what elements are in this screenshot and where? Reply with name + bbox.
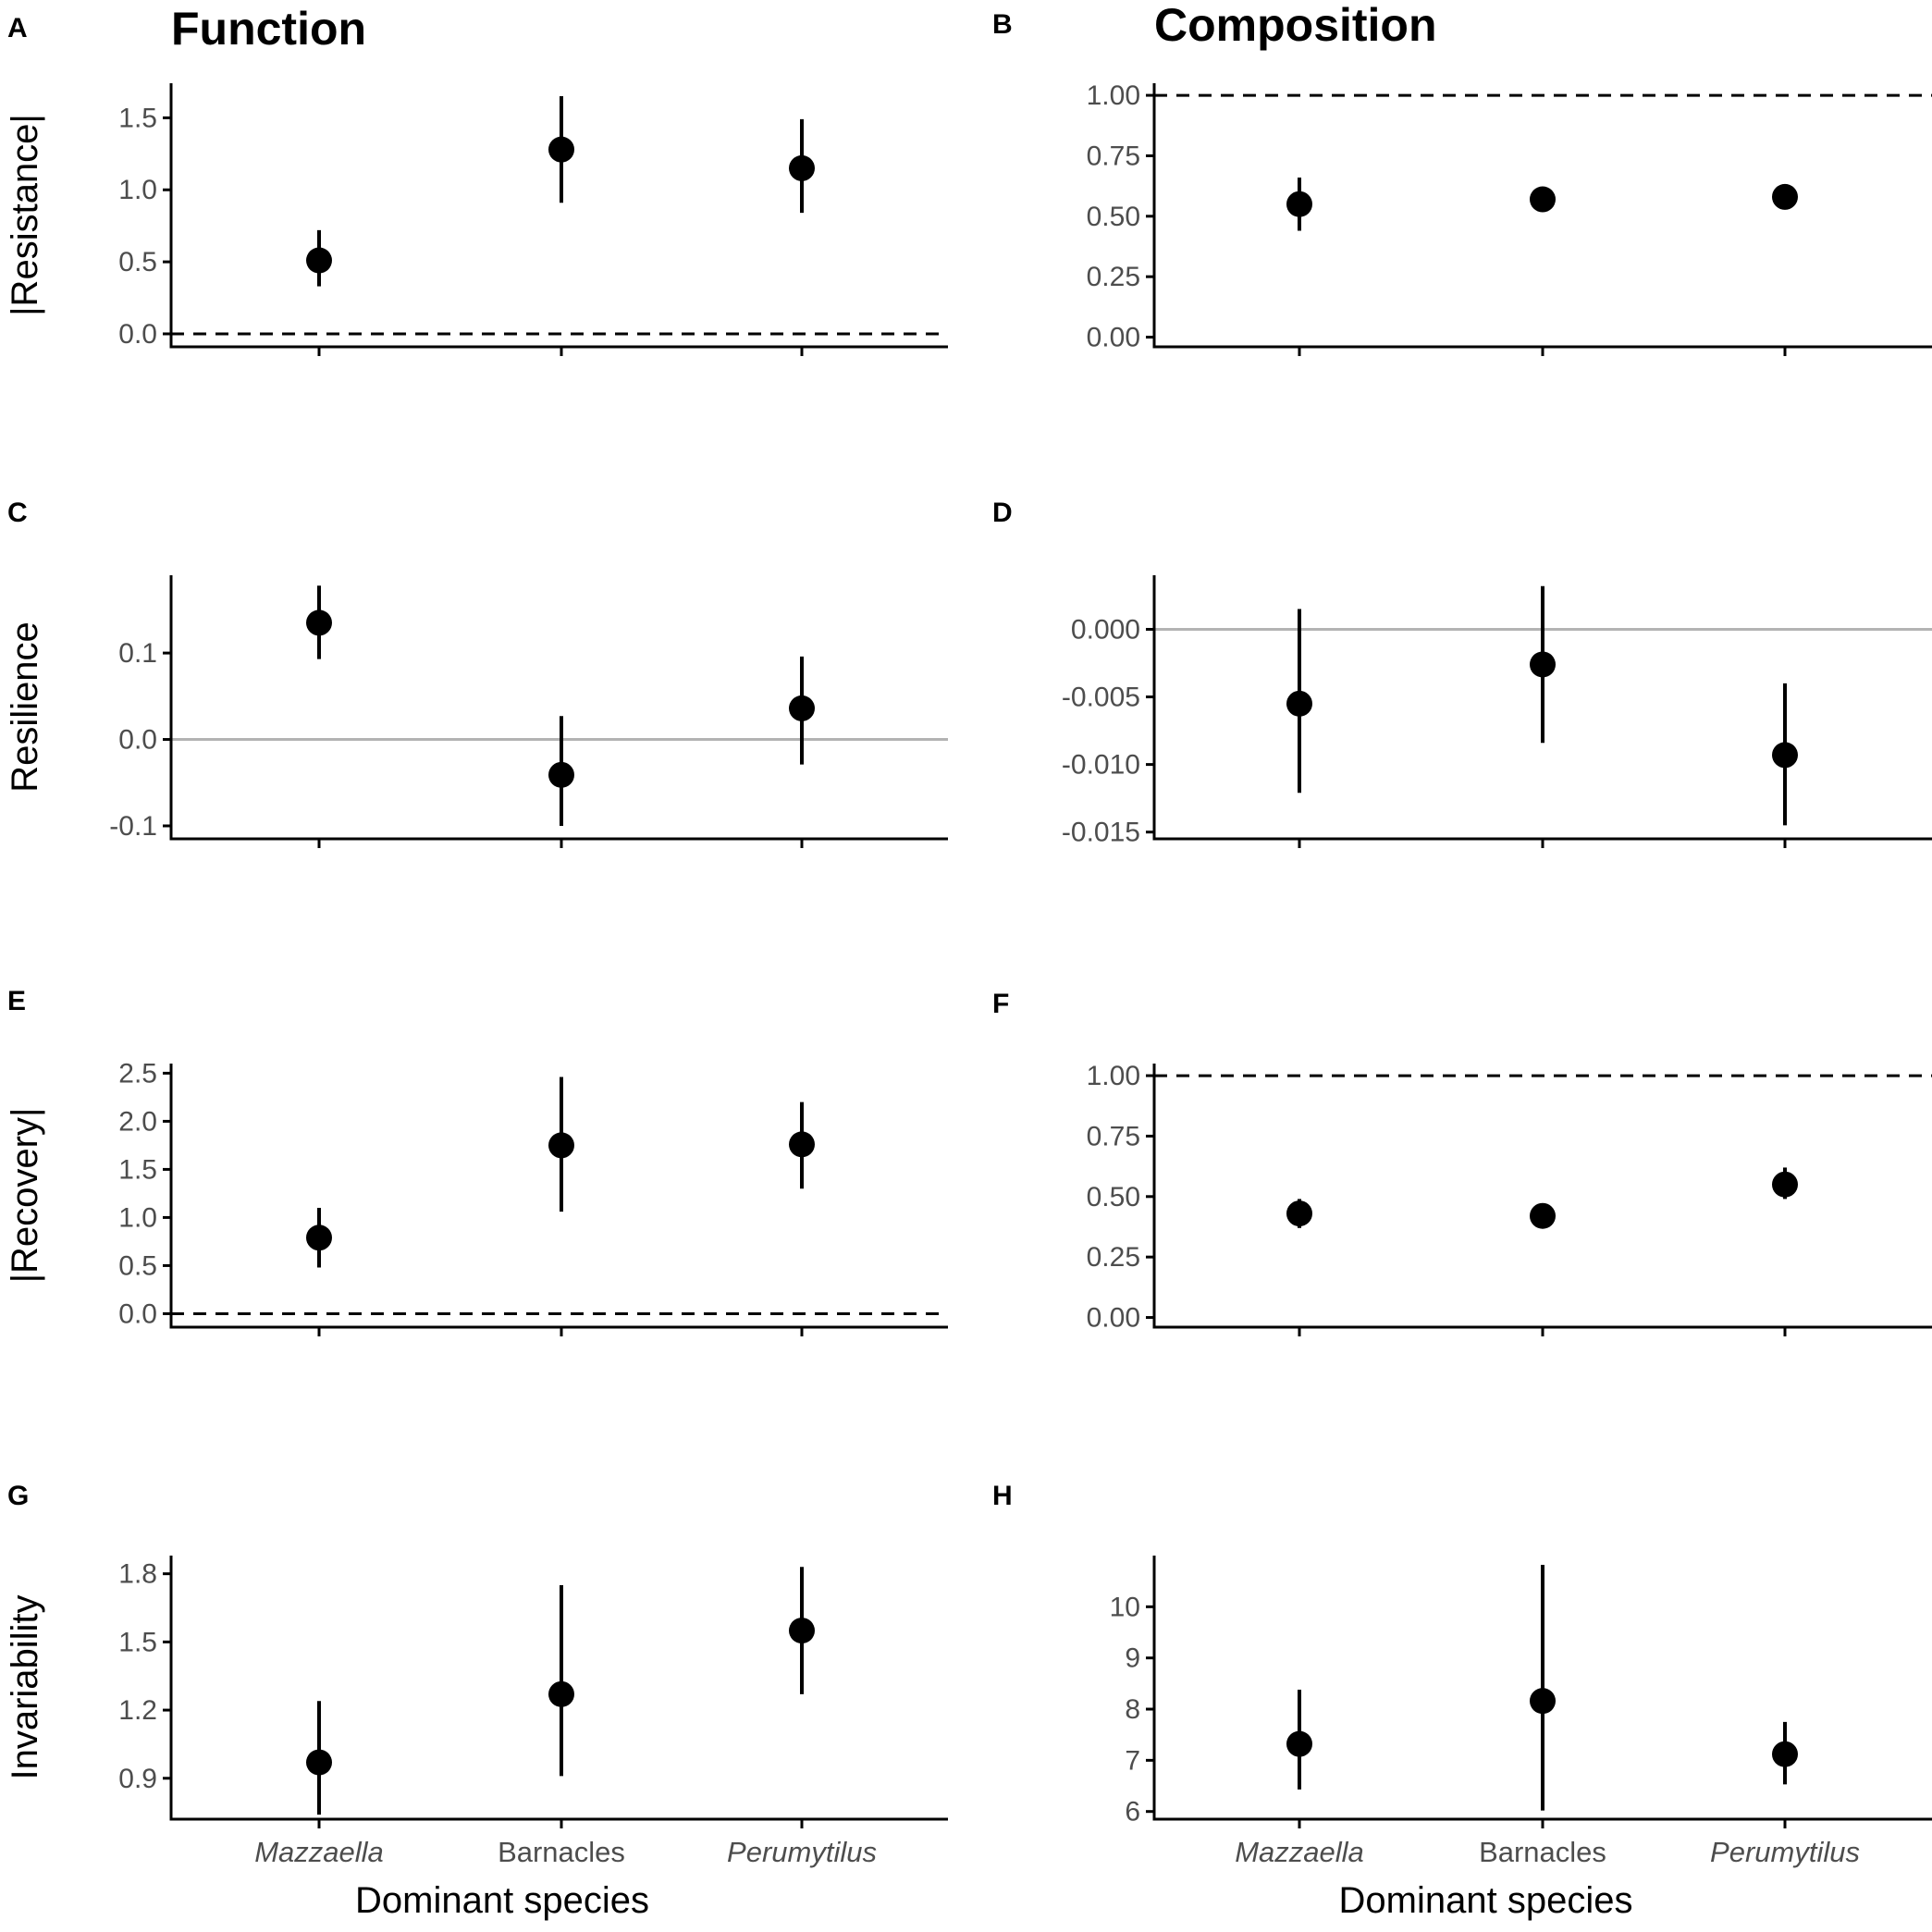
point-b-barnacles [1530,186,1556,213]
y-tick-label-b: 0.25 [1087,262,1140,292]
category-label-h-barnacles: Barnacles [1479,1836,1606,1868]
point-c-perumytilus [789,695,815,721]
y-tick-label-d: -0.005 [1062,683,1140,713]
point-a-barnacles [548,136,574,163]
panel-letter-f: F [992,989,1009,1019]
y-tick-label-g: 1.2 [118,1695,157,1726]
panel-letter-c: C [7,498,28,528]
category-label-h-mazzaella: Mazzaella [1235,1836,1364,1868]
panel-letter-d: D [992,498,1013,528]
y-tick-label-a: 0.0 [118,319,157,350]
point-h-perumytilus [1772,1741,1798,1767]
panel-letter-a: A [7,13,28,43]
point-d-perumytilus [1772,742,1798,769]
y-tick-label-c: -0.1 [109,811,157,842]
point-g-mazzaella [306,1749,332,1776]
point-d-mazzaella [1286,690,1312,717]
y-tick-label-g: 1.8 [118,1559,157,1590]
panel-a: A 0.0 0.5 1.0 1.5 |Resistance| [5,13,948,356]
point-c-barnacles [548,761,574,788]
y-tick-label-a: 1.0 [118,175,157,205]
panels-group: A 0.0 0.5 1.0 1.5 |Resistance| B 0.00 0.25 0.50 0.… [5,9,1932,1921]
column-title-composition: Composition [1154,0,1437,51]
panel-letter-h: H [992,1481,1013,1511]
y-axis-label-e: |Recovery| [5,1108,45,1284]
y-tick-label-b: 1.00 [1087,80,1140,111]
point-a-mazzaella [306,247,332,274]
point-b-perumytilus [1772,183,1798,210]
y-tick-label-d: 0.000 [1071,614,1140,645]
panel-f: F 0.00 0.25 0.50 0.75 1.00 [992,989,1932,1336]
y-axis-label-g: Invariability [5,1594,45,1779]
y-tick-label-h: 6 [1125,1797,1140,1827]
y-tick-label-f: 0.50 [1087,1182,1140,1212]
panel-letter-e: E [7,986,26,1016]
y-tick-label-g: 0.9 [118,1764,157,1794]
panel-h: H 6 7 8 9 10 Mazzaella Barnacles Perumytilus Domi… [992,1481,1932,1921]
point-b-mazzaella [1286,191,1312,217]
point-g-perumytilus [789,1618,815,1644]
y-tick-label-c: 0.1 [118,638,157,669]
x-axis-title-h: Dominant species [1339,1880,1633,1921]
point-f-mazzaella [1286,1200,1312,1227]
point-d-barnacles [1530,651,1556,678]
point-e-barnacles [548,1132,574,1159]
y-tick-label-a: 1.5 [118,103,157,133]
y-axis-label-c: Resilience [5,621,45,793]
y-tick-label-c: 0.0 [118,725,157,756]
y-tick-label-e: 0.5 [118,1250,157,1281]
y-tick-label-e: 2.0 [118,1106,157,1137]
y-tick-label-b: 0.75 [1087,141,1140,171]
point-c-mazzaella [306,609,332,636]
point-f-perumytilus [1772,1171,1798,1198]
y-tick-label-d: -0.010 [1062,750,1140,781]
y-tick-label-h: 9 [1125,1643,1140,1674]
y-tick-label-e: 1.0 [118,1202,157,1233]
y-tick-label-f: 0.00 [1087,1303,1140,1334]
category-label-g-perumytilus: Perumytilus [727,1836,877,1868]
category-label-h-perumytilus: Perumytilus [1710,1836,1860,1868]
point-e-perumytilus [789,1131,815,1158]
y-tick-label-b: 0.50 [1087,202,1140,232]
column-title-function: Function [171,3,366,55]
panel-letter-g: G [7,1481,29,1511]
category-label-g-mazzaella: Mazzaella [254,1836,384,1868]
y-tick-label-f: 0.25 [1087,1242,1140,1273]
category-label-g-barnacles: Barnacles [498,1836,625,1868]
y-tick-label-h: 10 [1110,1592,1140,1622]
y-tick-label-f: 1.00 [1087,1061,1140,1091]
point-h-barnacles [1530,1688,1556,1715]
y-tick-label-e: 2.5 [118,1058,157,1089]
y-tick-label-g: 1.5 [118,1627,157,1657]
panel-g: G 0.9 1.2 1.5 1.8 Invariability Mazzaella Barna… [5,1481,948,1921]
point-e-mazzaella [306,1224,332,1251]
panel-b: B 0.00 0.25 0.50 0.75 1.00 [992,9,1932,356]
panel-d: D -0.015 -0.010 -0.005 0.000 [992,498,1932,848]
y-axis-label-a: |Resistance| [5,114,45,316]
panel-letter-b: B [992,9,1013,40]
point-g-barnacles [548,1680,574,1707]
y-tick-label-e: 0.0 [118,1298,157,1329]
y-tick-label-h: 8 [1125,1694,1140,1725]
y-tick-label-e: 1.5 [118,1154,157,1185]
y-tick-label-d: -0.015 [1062,818,1140,848]
y-tick-label-b: 0.00 [1087,323,1140,353]
panel-c: C -0.1 0.0 0.1 Resilience [5,498,948,848]
point-f-barnacles [1530,1202,1556,1229]
panel-e: E 0.0 0.5 1.0 1.5 2.0 2.5 |Recovery| [5,986,948,1336]
y-tick-label-f: 0.75 [1087,1121,1140,1151]
point-h-mazzaella [1286,1730,1312,1757]
point-a-perumytilus [789,154,815,181]
y-tick-label-a: 0.5 [118,247,157,277]
y-tick-label-h: 7 [1125,1745,1140,1776]
x-axis-title-g: Dominant species [355,1880,649,1921]
